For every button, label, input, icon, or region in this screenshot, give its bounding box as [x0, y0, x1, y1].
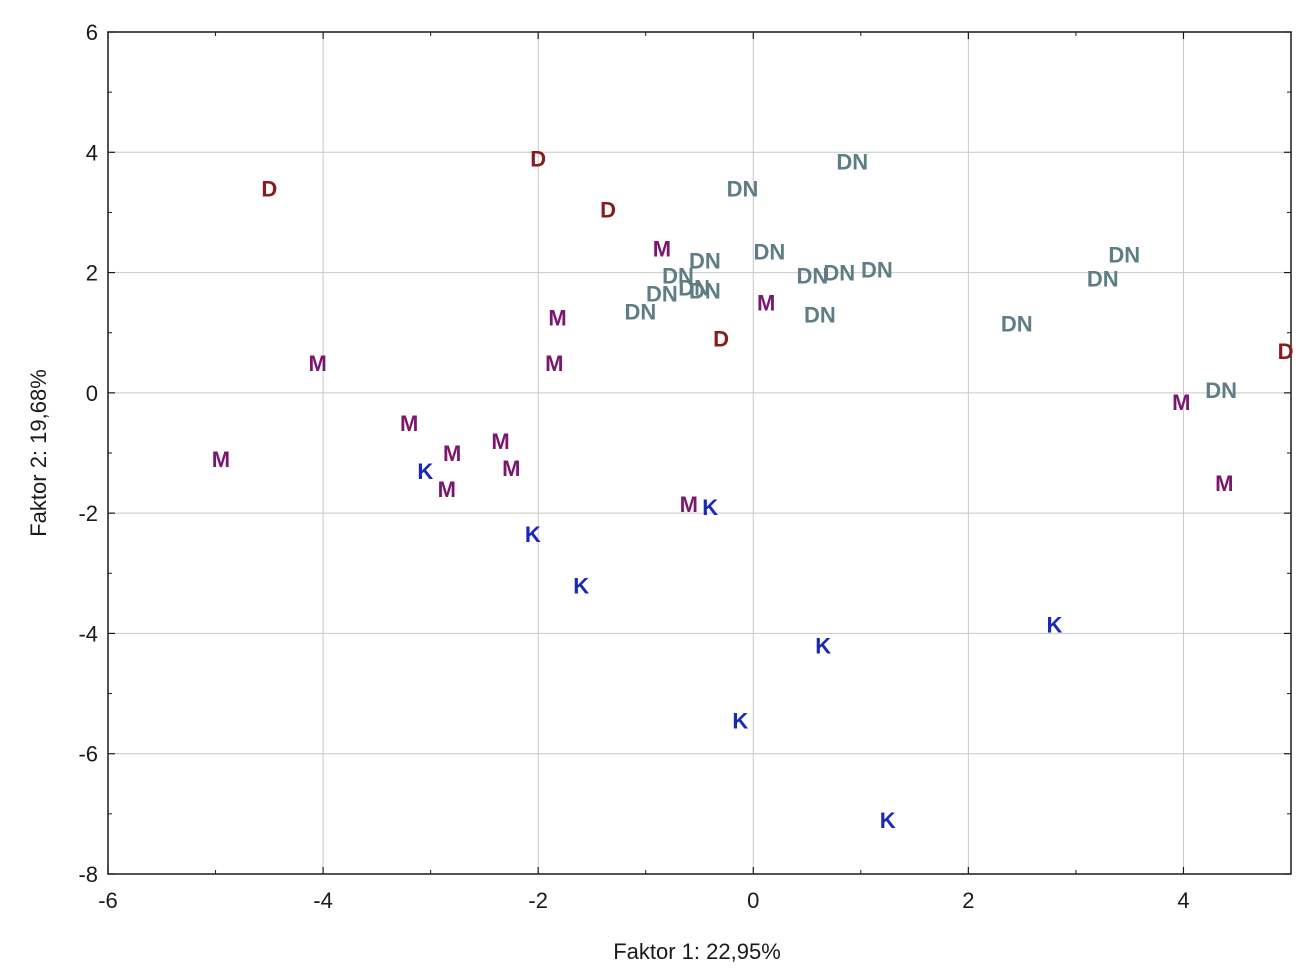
x-tick-label: -6 — [98, 888, 118, 913]
data-point-dn: DN — [836, 149, 868, 174]
y-tick-label: -4 — [78, 621, 98, 646]
data-point-m: M — [400, 411, 418, 436]
data-point-m: M — [491, 429, 509, 454]
data-point-d: D — [600, 197, 616, 222]
x-tick-label: 0 — [747, 888, 759, 913]
data-point-dn: DN — [662, 264, 694, 289]
x-axis-label: Faktor 1: 22,95% — [613, 939, 781, 964]
data-point-d: D — [1278, 339, 1294, 364]
y-tick-label: -6 — [78, 742, 98, 767]
y-tick-label: -2 — [78, 501, 98, 526]
data-point-m: M — [1172, 390, 1190, 415]
data-point-m: M — [443, 441, 461, 466]
x-tick-label: 2 — [962, 888, 974, 913]
data-point-m: M — [680, 492, 698, 517]
data-point-dn: DN — [797, 264, 829, 289]
data-point-dn: DN — [754, 240, 786, 265]
data-point-dn: DN — [1001, 312, 1033, 337]
data-point-m: M — [1215, 471, 1233, 496]
data-point-m: M — [309, 351, 327, 376]
y-tick-label: 0 — [86, 381, 98, 406]
data-point-dn: DN — [804, 303, 836, 328]
data-point-k: K — [417, 459, 433, 484]
grid-lines — [108, 32, 1291, 874]
data-point-d: D — [261, 176, 277, 201]
data-point-d: D — [713, 327, 729, 352]
y-tick-label: -8 — [78, 862, 98, 887]
data-point-dn: DN — [1087, 267, 1119, 292]
data-point-k: K — [815, 633, 831, 658]
plot-frame — [107, 31, 1292, 875]
data-point-dn: DN — [1205, 378, 1237, 403]
data-point-dn: DN — [646, 282, 678, 307]
data-point-k: K — [573, 573, 589, 598]
data-point-dn: DN — [727, 176, 759, 201]
data-point-k: K — [702, 495, 718, 520]
y-tick-label: 6 — [86, 20, 98, 45]
data-point-d: D — [530, 146, 546, 171]
data-point-m: M — [757, 291, 775, 316]
y-tick-label: 4 — [86, 140, 98, 165]
data-point-m: M — [653, 237, 671, 262]
data-point-dn: DN — [861, 258, 893, 283]
axis-ticks — [107, 31, 1291, 875]
x-tick-label: -4 — [313, 888, 333, 913]
data-point-k: K — [880, 808, 896, 833]
data-point-m: M — [438, 477, 456, 502]
y-tick-label: 2 — [86, 261, 98, 286]
data-point-dn: DN — [624, 300, 656, 325]
data-point-dn: DN — [1108, 243, 1140, 268]
data-point-k: K — [1046, 612, 1062, 637]
y-axis-label: Faktor 2: 19,68% — [26, 369, 51, 537]
data-point-dn: DN — [678, 276, 710, 301]
data-point-m: M — [548, 306, 566, 331]
data-point-dn: DN — [689, 279, 721, 304]
data-point-m: M — [212, 447, 230, 472]
data-point-dn: DN — [823, 261, 855, 286]
data-point-m: M — [502, 456, 520, 481]
data-point-k: K — [525, 522, 541, 547]
data-point-k: K — [732, 709, 748, 734]
data-point-dn: DN — [689, 249, 721, 274]
data-point-m: M — [545, 351, 563, 376]
x-tick-label: -2 — [528, 888, 548, 913]
x-tick-label: 4 — [1177, 888, 1189, 913]
